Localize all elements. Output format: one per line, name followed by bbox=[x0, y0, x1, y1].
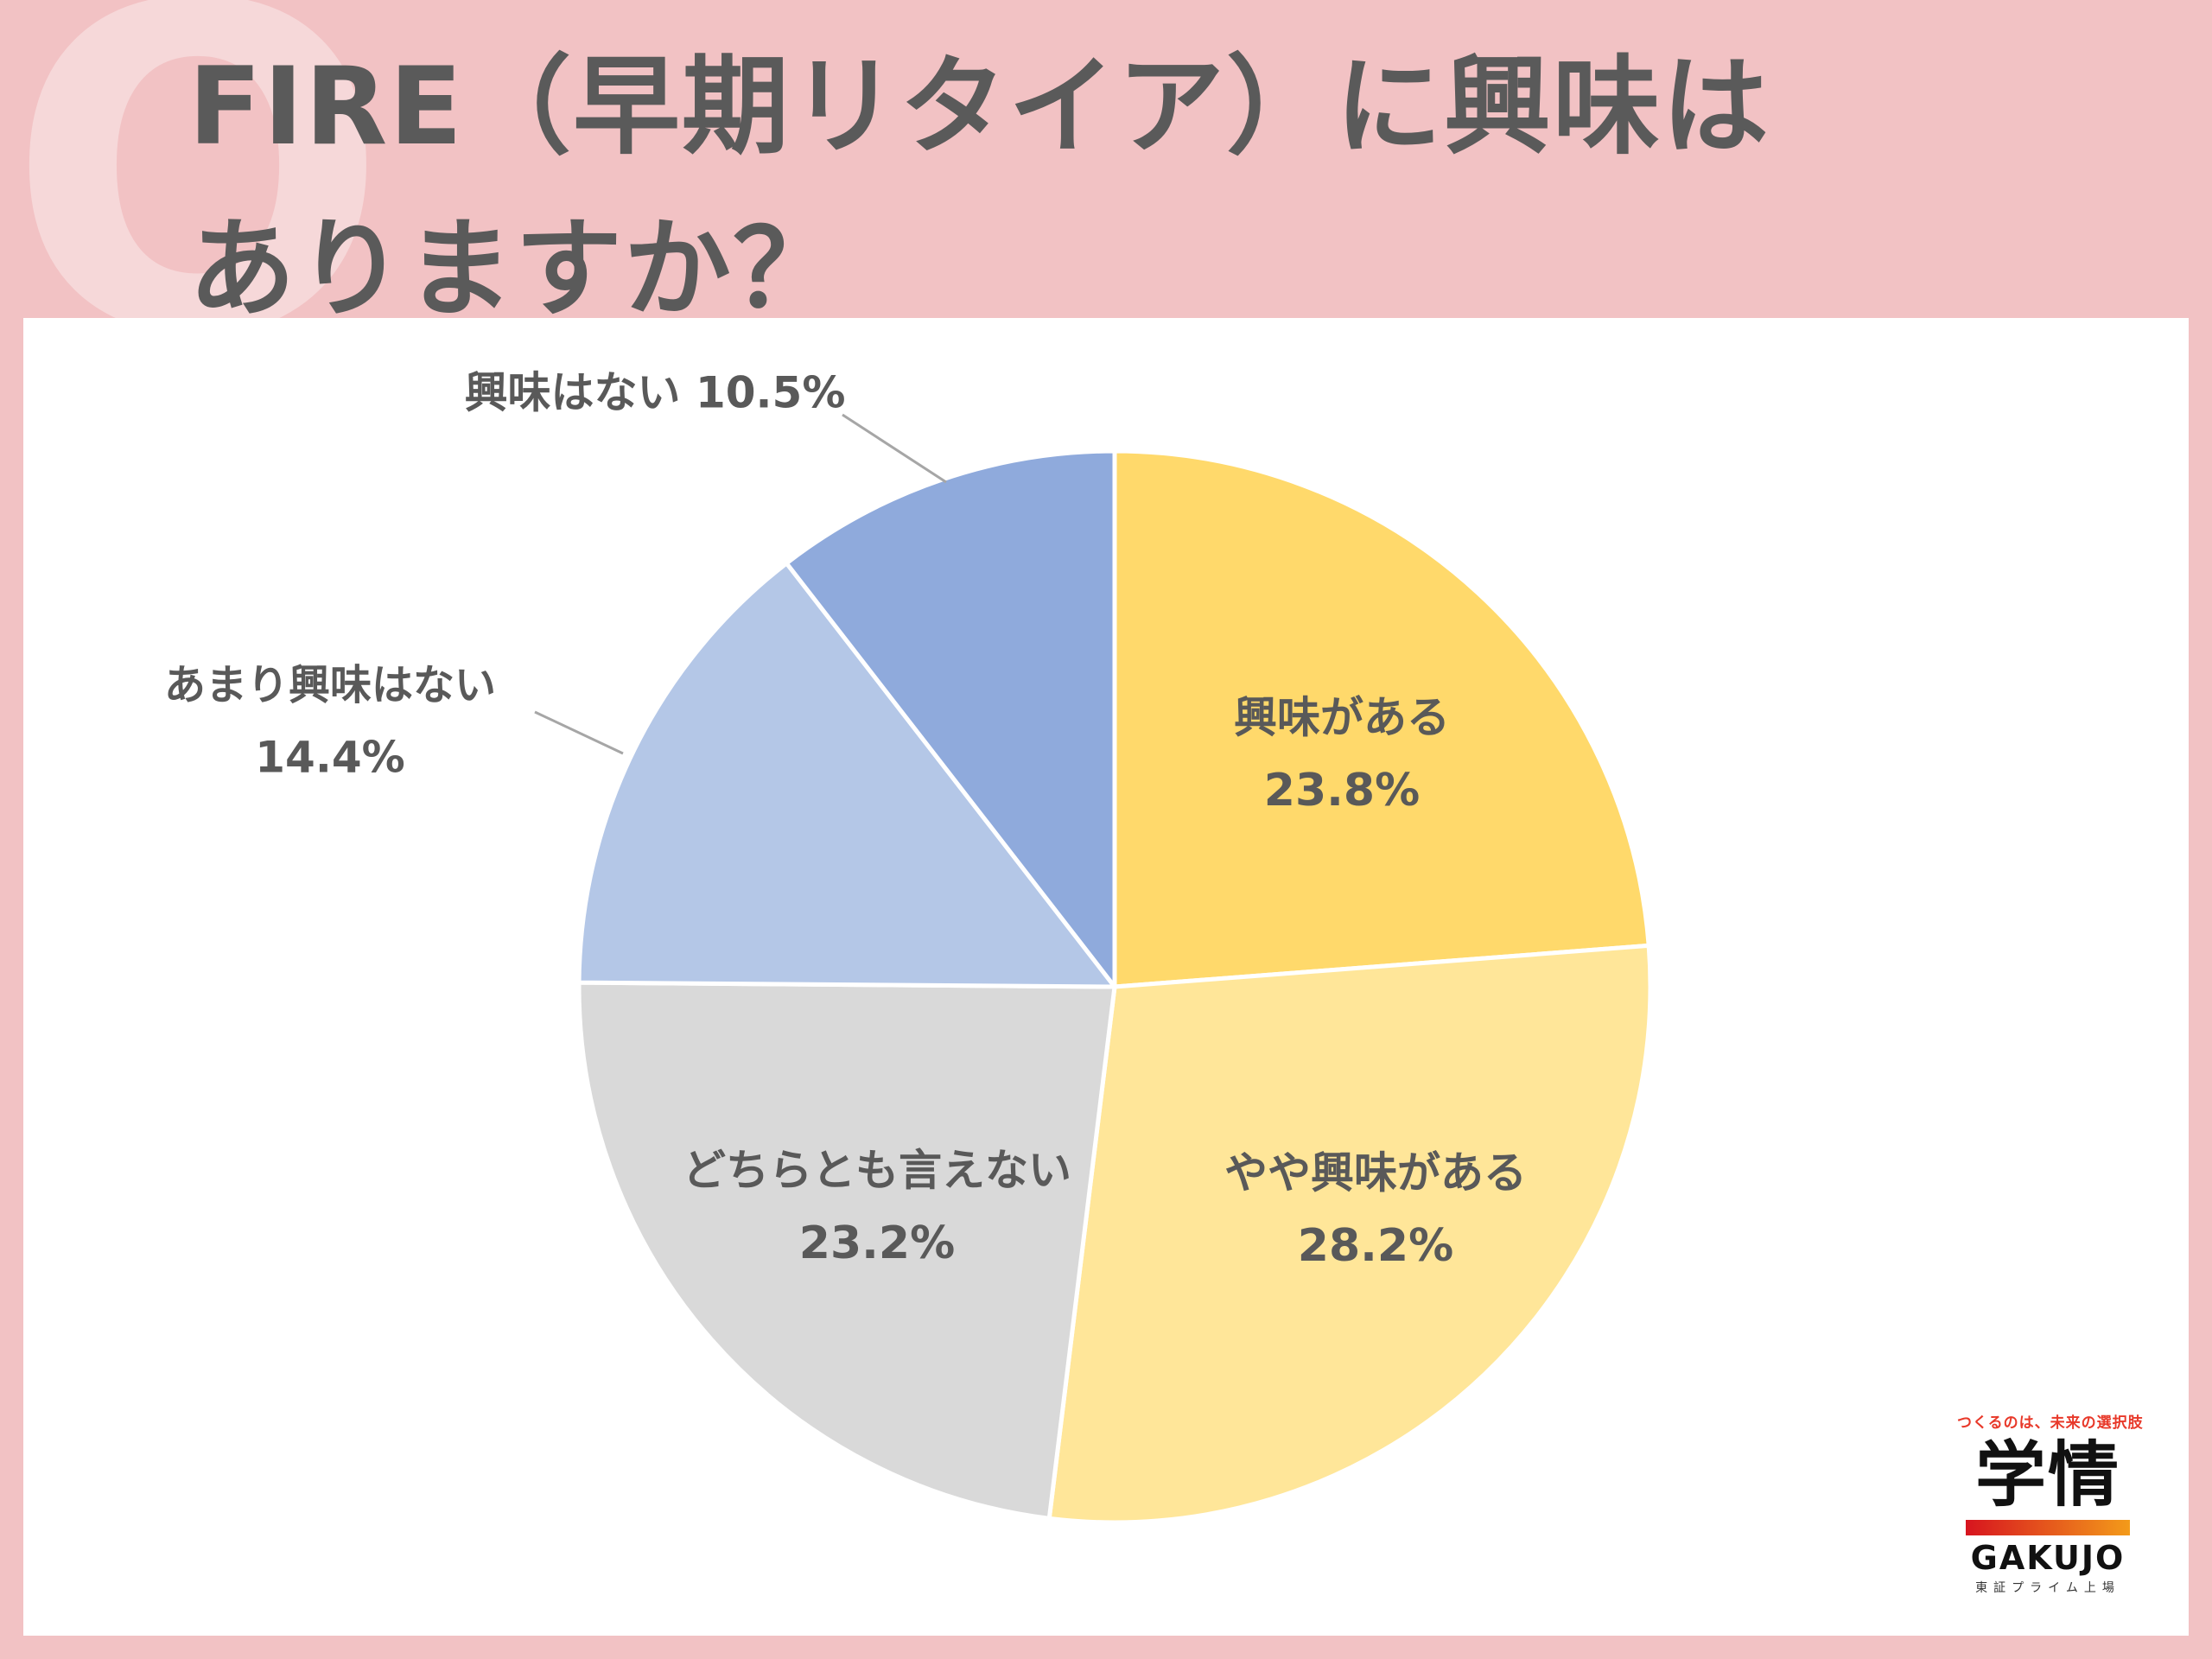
logo-mark: 学情 bbox=[1974, 1434, 2120, 1516]
leader-line-あまり興味はない bbox=[534, 710, 624, 755]
leader-line-興味はない bbox=[842, 413, 947, 484]
pie-slice-興味がある bbox=[1112, 448, 1651, 989]
logo-subtext: 東証プライム上場 bbox=[1975, 1581, 2120, 1595]
page-title: FIRE（早期リタイア）に興味は ありますか？ bbox=[188, 26, 2089, 351]
slice-value-どちらとも言えない: 23.2% bbox=[799, 1217, 955, 1269]
slice-value-あまり興味はない: 14.4% bbox=[255, 733, 404, 783]
logo-gradient-bar bbox=[1966, 1520, 2130, 1535]
logo-english: GAKUJO bbox=[1970, 1539, 2126, 1577]
pie-slice-やや興味がある bbox=[1046, 943, 1653, 1525]
title-line-2: ありますか？ bbox=[188, 207, 842, 332]
gakujo-logo: つくるのは、未来の選択肢 学情 GAKUJO 東証プライム上場 bbox=[1957, 1410, 2144, 1596]
slice-label-興味はない: 興味はない 10.5% bbox=[465, 368, 846, 418]
pie-chart: 興味がある 23.8% やや興味がある 28.2% どちらとも言えない 23.2% あまり興… bbox=[164, 368, 1653, 1525]
slice-name-あまり興味はない: あまり興味はない bbox=[164, 661, 496, 709]
chart-panel: 興味がある 23.8% やや興味がある 28.2% どちらとも言えない 23.2% あまり興… bbox=[23, 318, 2189, 1636]
logo-tagline: つくるのは、未来の選択肢 bbox=[1957, 1414, 2144, 1432]
slice-name-やや興味がある: やや興味がある bbox=[1224, 1148, 1527, 1198]
title-line-1: FIRE（早期リタイア）に興味は bbox=[188, 45, 1771, 169]
slice-name-どちらとも言えない: どちらとも言えない bbox=[683, 1146, 1071, 1196]
pie-slice-あまり興味はない bbox=[576, 561, 1117, 989]
slice-value-やや興味がある: 28.2% bbox=[1298, 1220, 1453, 1272]
pie-slice-どちらとも言えない bbox=[576, 980, 1117, 1521]
slice-name-興味がある: 興味がある bbox=[1234, 693, 1450, 743]
slice-value-興味がある: 23.8% bbox=[1264, 765, 1420, 817]
